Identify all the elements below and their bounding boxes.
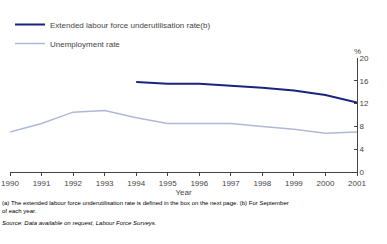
svg-text:2001: 2001: [348, 179, 366, 188]
svg-text:(a) The extended labour force: (a) The extended labour force underutili…: [2, 200, 289, 214]
svg-text:Extended labour force underuti: Extended labour force underutilisation r…: [50, 21, 210, 30]
svg-text:1992: 1992: [64, 179, 82, 188]
svg-text:1999: 1999: [285, 179, 303, 188]
svg-text:2000: 2000: [317, 179, 335, 188]
svg-text:0: 0: [360, 168, 365, 177]
svg-text:20: 20: [360, 54, 369, 63]
svg-text:4: 4: [360, 145, 365, 154]
svg-text:1993: 1993: [96, 179, 114, 188]
svg-text:1990: 1990: [1, 179, 19, 188]
svg-text:1994: 1994: [127, 179, 145, 188]
svg-text:12: 12: [360, 99, 369, 108]
svg-text:Unemployment rate: Unemployment rate: [50, 40, 120, 49]
svg-text:1998: 1998: [253, 179, 271, 188]
svg-text:Year: Year: [175, 188, 192, 197]
svg-text:1996: 1996: [190, 179, 208, 188]
svg-text:1995: 1995: [159, 179, 177, 188]
svg-text:1997: 1997: [222, 179, 240, 188]
svg-text:%: %: [354, 47, 361, 56]
svg-text:8: 8: [360, 122, 365, 131]
svg-text:Source: Data available on requ: Source: Data available on request, Labou…: [2, 220, 156, 226]
svg-text:16: 16: [360, 77, 369, 86]
svg-text:1991: 1991: [33, 179, 51, 188]
